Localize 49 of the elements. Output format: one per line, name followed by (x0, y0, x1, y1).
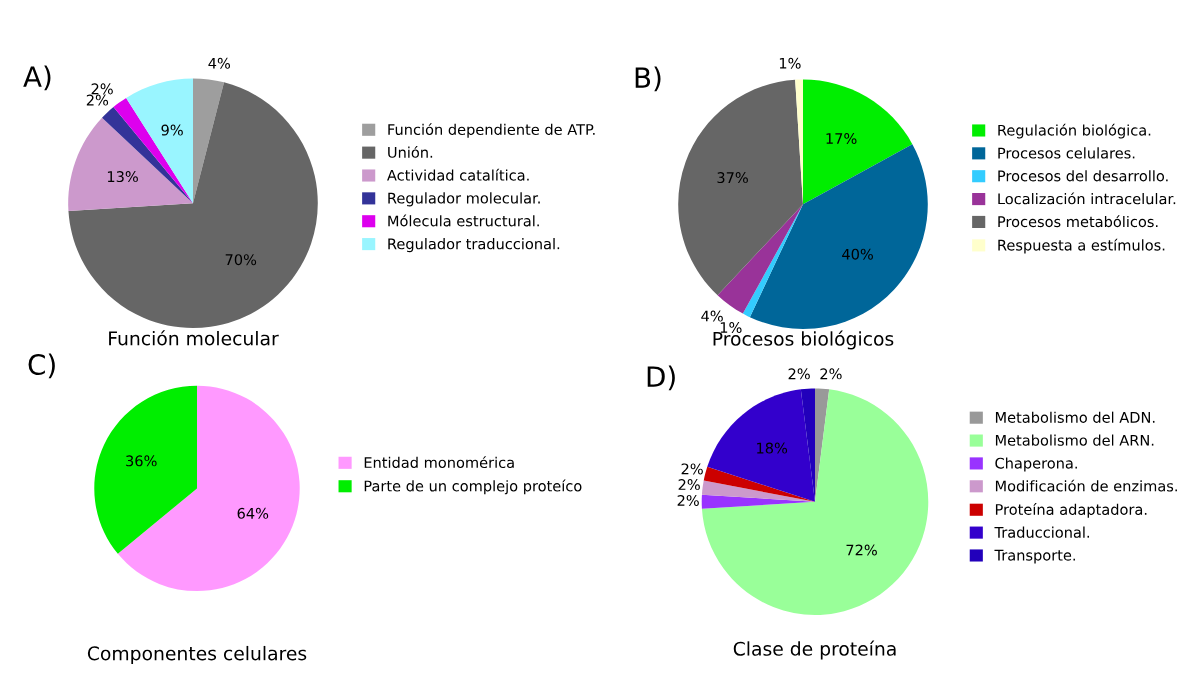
data-label: 72% (846, 544, 877, 556)
text: Componentes celulares (87, 645, 307, 665)
legend-label: Regulación biológica. (998, 123, 1151, 139)
data-label: 40% (842, 248, 873, 260)
text: Clase de proteína (733, 640, 896, 660)
legend-label: Procesos metabólicos. (998, 215, 1158, 228)
legend-label: Respuesta a estímulos. (998, 238, 1165, 254)
legend-label: Localización intracelular. (998, 192, 1176, 205)
legend-label: Chaperona. (995, 457, 1077, 472)
data-label: 2% (91, 83, 113, 95)
legend-label: Metabolismo del ADN. (995, 411, 1155, 423)
legend-label: Metabolismo del ARN. (995, 434, 1154, 446)
legend-label: Regulador molecular. (388, 192, 540, 207)
legend-label: Procesos del desarrollo. (998, 170, 1168, 182)
data-label: 2% (788, 368, 810, 380)
data-label: 18% (757, 442, 788, 454)
text: C) (28, 353, 55, 379)
legend-label: Procesos celulares. (998, 147, 1135, 159)
data-label: 70% (225, 254, 257, 266)
data-label: 17% (826, 133, 857, 145)
text: B) (635, 66, 661, 92)
data-label: 2% (820, 368, 842, 380)
data-label: 1% (720, 321, 742, 334)
legend-label: Entidad monomérica (364, 456, 514, 469)
data-label: 37% (717, 172, 748, 184)
text: Función molecular (109, 330, 279, 346)
data-label: 2% (677, 494, 699, 506)
legend-label: Traduccional. (994, 526, 1090, 538)
legend-label: Unión. (388, 146, 433, 158)
data-label: 1% (779, 57, 801, 69)
legend-label: Proteína adaptadora. (995, 503, 1147, 518)
data-label: 2% (86, 94, 109, 106)
data-label: 2% (678, 479, 700, 491)
legend-label: Mólecula estructural. (388, 214, 539, 227)
text: D) (647, 365, 675, 391)
legend-label: Parte de un complejo proteíco (364, 479, 582, 495)
text: A) (23, 65, 51, 91)
legend-label: Regulador traduccional. (388, 238, 560, 253)
legend-label: Actividad catalítica. (387, 168, 529, 181)
data-label: 9% (161, 124, 183, 136)
data-label: 36% (126, 455, 157, 467)
data-label: 64% (237, 507, 269, 519)
legend-label: Función dependiente de ATP. (388, 123, 595, 138)
data-label: 13% (107, 171, 138, 183)
data-label: 4% (208, 57, 231, 69)
legend-label: Transporte. (994, 549, 1075, 564)
data-label: 2% (681, 463, 703, 475)
legend-label: Modificación de enzimas. (995, 479, 1177, 492)
data-label: 4% (701, 310, 723, 322)
